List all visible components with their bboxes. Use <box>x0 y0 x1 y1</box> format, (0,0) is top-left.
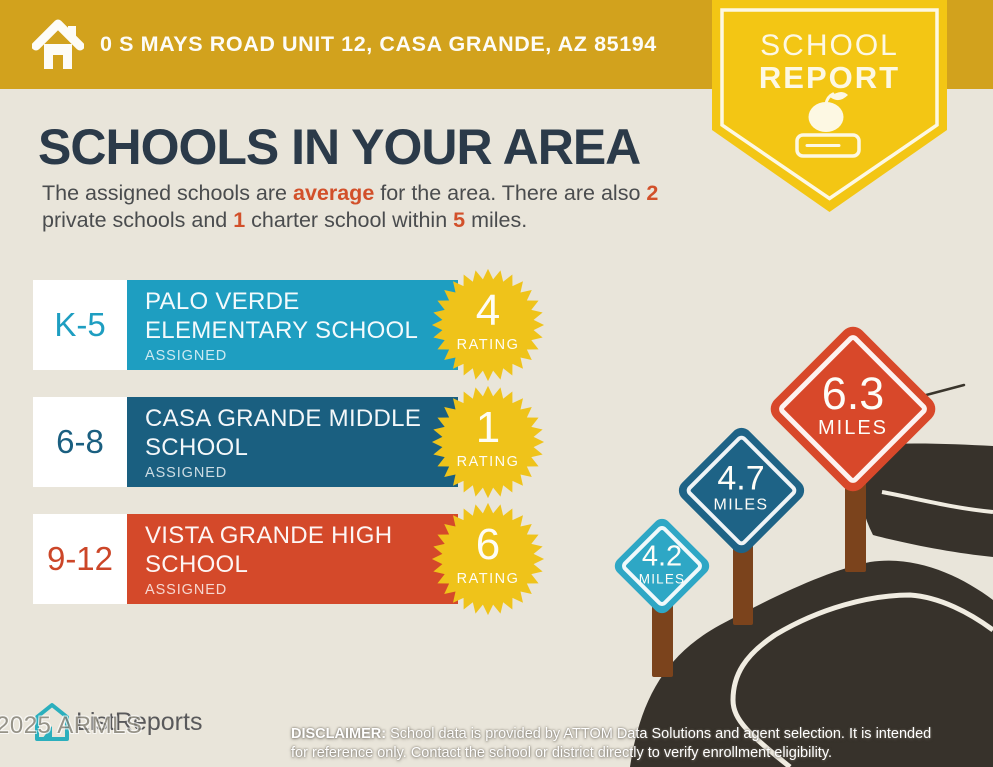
distance-sign-label: 6.3 MILES <box>817 368 889 439</box>
disclaimer-label: DISCLAIMER: <box>291 725 387 742</box>
listreports-logo-icon <box>35 703 69 741</box>
intro-highlight-private-count: 2 <box>646 181 659 205</box>
road-lane-line-near <box>730 592 993 767</box>
page-title: SCHOOLS IN YOUR AREA <box>38 119 641 175</box>
pennant-ribbon-shape <box>712 0 947 212</box>
starburst-icon <box>431 268 545 382</box>
rating-value: 4 <box>475 286 501 335</box>
school-bar: PALO VERDE ELEMENTARY SCHOOL ASSIGNED <box>127 280 458 370</box>
grade-range: K-5 <box>33 280 127 370</box>
rating-starburst: 6 RATING <box>430 501 546 617</box>
road-lane-line-far <box>881 490 993 514</box>
intro-highlight-charter-count: 1 <box>233 208 246 232</box>
assigned-label: ASSIGNED <box>145 348 228 364</box>
apple-icon <box>808 91 848 132</box>
property-address: 0 S MAYS ROAD UNIT 12, CASA GRANDE, AZ 8… <box>100 32 657 56</box>
listreports-brand-text: ListReports <box>76 708 203 736</box>
badge-text-school: SCHOOL <box>760 29 899 62</box>
starburst-icon <box>431 502 545 616</box>
rating-label: RATING <box>456 571 520 587</box>
distance-sign-label: 4.2 MILES <box>638 540 686 587</box>
school-name: CASA GRANDE MIDDLE SCHOOL <box>145 405 422 461</box>
school-card-middle: 6-8 CASA GRANDE MIDDLE SCHOOL ASSIGNED 1 … <box>33 385 581 499</box>
distance-sign-label: 4.7 MILES <box>713 459 769 514</box>
rating-label: RATING <box>456 337 520 353</box>
school-card-elementary: K-5 PALO VERDE ELEMENTARY SCHOOL ASSIGNED… <box>33 268 581 382</box>
armls-watermark: 2025 ARMLS <box>0 712 143 739</box>
school-card-high: 9-12 VISTA GRANDE HIGH SCHOOL ASSIGNED 6 … <box>33 502 581 616</box>
school-bar: VISTA GRANDE HIGH SCHOOL ASSIGNED <box>127 514 458 604</box>
disclaimer-text: DISCLAIMER: School data is provided by A… <box>291 725 932 761</box>
road-illustration <box>630 383 993 767</box>
school-bar: CASA GRANDE MIDDLE SCHOOL ASSIGNED <box>127 397 458 487</box>
rating-starburst: 4 RATING <box>430 267 546 383</box>
rating-label: RATING <box>456 454 520 470</box>
sign-post <box>733 545 753 625</box>
rating-value: 1 <box>475 403 501 452</box>
rating-value: 6 <box>475 520 501 569</box>
grade-range: 9-12 <box>33 514 127 604</box>
grade-range: 6-8 <box>33 397 127 487</box>
school-report-badge: SCHOOL REPORT <box>712 0 947 212</box>
sign-post <box>652 600 673 677</box>
school-name: VISTA GRANDE HIGH SCHOOL <box>145 522 393 578</box>
school-name: PALO VERDE ELEMENTARY SCHOOL <box>145 288 419 344</box>
book-icon <box>795 133 861 158</box>
intro-highlight-average: average <box>292 181 375 205</box>
starburst-icon <box>431 385 545 499</box>
home-icon <box>32 19 84 69</box>
badge-text-report: REPORT <box>758 60 901 95</box>
assigned-label: ASSIGNED <box>145 465 228 481</box>
intro-text: The assigned schools are average for the… <box>42 181 659 232</box>
intro-highlight-miles: 5 <box>453 208 466 232</box>
rating-starburst: 1 RATING <box>430 384 546 500</box>
road-near-segment <box>630 560 993 767</box>
sign-post <box>845 480 866 572</box>
assigned-label: ASSIGNED <box>145 582 228 598</box>
